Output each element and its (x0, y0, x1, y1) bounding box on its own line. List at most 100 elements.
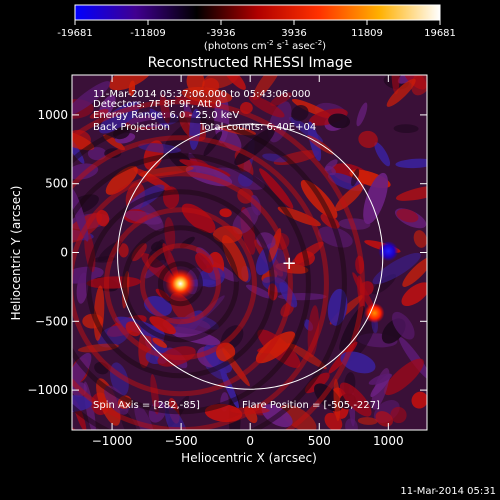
colorbar-ticks: -19681 -11809 -3936 3936 11809 19681 (57, 20, 456, 39)
colorbar-tick-label: 3936 (281, 28, 306, 39)
image-blob (358, 130, 378, 148)
image-blob (169, 292, 195, 324)
image-blob (339, 382, 372, 417)
image-blob (131, 243, 147, 262)
image-blob (259, 168, 294, 209)
ripple-ring (139, 243, 221, 325)
image-blob (150, 374, 160, 415)
image-blob (234, 127, 275, 165)
colorbar-tick-label: 19681 (424, 28, 456, 39)
image-blob (392, 311, 415, 340)
x-axis-ticks: −1000 −500 0 500 1000 (92, 75, 404, 448)
colorbar-tick-label: -19681 (57, 28, 92, 39)
y-axis-ticks: −1000 −500 0 500 1000 (27, 108, 427, 397)
image-blob (372, 252, 421, 285)
image-blob (164, 217, 176, 252)
image-blob (307, 305, 319, 358)
image-blob (375, 411, 393, 427)
image-blob (222, 235, 249, 282)
ripple-ring (103, 207, 257, 361)
y-tick-label: 1000 (37, 108, 68, 122)
y-tick-label: −1000 (27, 383, 68, 397)
image-blob (393, 124, 419, 134)
image-blob (386, 78, 416, 107)
spin-axis-marker: + (282, 253, 297, 274)
image-blob (398, 336, 427, 381)
image-blob (368, 373, 393, 385)
image-texture (72, 75, 427, 430)
image-blob (291, 105, 309, 122)
image-blob (212, 225, 243, 244)
ripple-ring (121, 225, 239, 343)
colorbar-tick-label: -11809 (130, 28, 165, 39)
image-blob (351, 168, 360, 187)
image-blob (149, 316, 176, 335)
image-blob (304, 372, 330, 394)
image-blob (248, 95, 285, 118)
x-tick-label: 0 (246, 434, 254, 448)
image-blob (195, 252, 214, 273)
plot-title: Reconstructed RHESSI Image (148, 55, 353, 71)
image-blob (181, 87, 233, 104)
image-blob (138, 166, 194, 177)
flare-source (378, 241, 399, 262)
colorbar-units: (photons cm-2 s-1 asec-2) (204, 39, 326, 52)
image-blob (357, 417, 378, 425)
image-blob (411, 391, 427, 409)
ripple-ring (72, 117, 347, 430)
image-blob (356, 102, 368, 127)
image-blob (411, 75, 427, 96)
image-blob (395, 185, 427, 201)
flare-position-label: Flare Position = [-505,-227] (242, 400, 380, 411)
image-blob (363, 172, 389, 225)
x-tick-label: −1000 (92, 434, 133, 448)
ripple-ring (72, 171, 293, 397)
time-range: 11-Mar-2014 05:37:06.000 to 05:43:06.000 (93, 89, 311, 100)
y-tick-label: 500 (45, 177, 68, 191)
image-blob (384, 358, 424, 396)
image-blob (89, 109, 109, 119)
image-blob (374, 142, 391, 167)
image-blob (150, 241, 163, 252)
flare-source (364, 303, 385, 324)
solar-disk-limb (117, 123, 384, 390)
image-blob (109, 75, 154, 91)
image-blob (252, 75, 282, 101)
ripple-ring (72, 99, 365, 430)
image-blob (72, 81, 111, 116)
image-blob (87, 147, 107, 161)
timestamp: 11-Mar-2014 05:31 (400, 486, 496, 497)
ripple-ring (72, 153, 311, 415)
image-blob (202, 75, 239, 90)
image-blob (270, 92, 292, 106)
colorbar (74, 4, 441, 21)
y-tick-label: 0 (60, 246, 68, 260)
flare-source (165, 268, 196, 299)
colorbar-tick-label: 11809 (351, 28, 383, 39)
y-axis-label: Heliocentric Y (arcsec) (9, 186, 23, 321)
total-counts: Total counts: 6.40E+04 (199, 122, 316, 133)
method: Back Projection (93, 122, 170, 133)
colorbar-tick-label: -3936 (206, 28, 235, 39)
image-blob (279, 404, 317, 430)
image-blob (221, 75, 246, 90)
x-tick-label: 500 (308, 434, 331, 448)
image-blob (333, 378, 341, 422)
image-blob (134, 404, 155, 430)
image-blob (216, 124, 242, 152)
image-blob (219, 208, 232, 218)
ripple-ring (85, 189, 275, 379)
energy-range: Energy Range: 6.0 - 25.0 keV (93, 110, 239, 121)
image-blob (390, 406, 407, 424)
image-blob (152, 337, 167, 348)
image-blob (402, 257, 427, 287)
image-blob (328, 113, 351, 129)
image-blob (164, 406, 189, 430)
image-blob (413, 230, 427, 248)
ripple-ring (157, 261, 203, 307)
image-blob (401, 282, 427, 307)
flare-sources (165, 241, 399, 324)
image-blob (395, 158, 427, 169)
